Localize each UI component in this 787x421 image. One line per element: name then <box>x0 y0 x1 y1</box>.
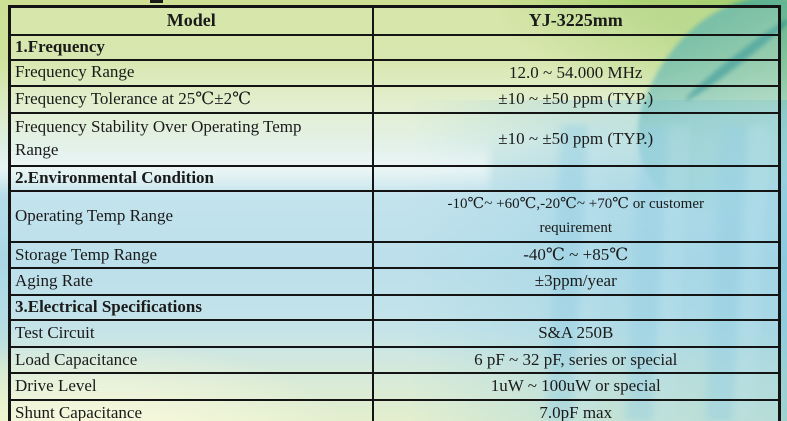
spec-label: Aging Rate <box>8 267 374 297</box>
row-frequency-range: Frequency Range 12.0 ~ 54.000 MHz <box>8 58 781 88</box>
row-storage-temp: Storage Temp Range -40℃ ~ +85℃ <box>8 240 781 270</box>
section-row-frequency: 1.Frequency <box>8 33 781 61</box>
row-drive-level: Drive Level 1uW ~ 100uW or special <box>8 372 781 401</box>
row-aging-rate: Aging Rate ±3ppm/year <box>8 267 781 297</box>
spec-value: 12.0 ~ 54.000 MHz <box>371 58 781 88</box>
spec-value: 6 pF ~ 32 pF, series or special <box>371 345 781 375</box>
spec-value: ±10 ~ ±50 ppm (TYP.) <box>371 111 781 167</box>
spec-label: Load Capacitance <box>8 345 374 375</box>
spec-value: ±3ppm/year <box>371 267 781 297</box>
table-header-row: Model YJ-3225mm <box>8 5 781 36</box>
model-header-cell: Model <box>8 5 374 36</box>
row-test-circuit: Test Circuit S&A 250B <box>8 319 781 348</box>
spec-value: S&A 250B <box>371 319 781 348</box>
spec-label: Drive Level <box>8 372 374 401</box>
spec-value: -40℃ ~ +85℃ <box>371 240 781 270</box>
cropped-text-fragment <box>150 0 163 3</box>
spec-label: Storage Temp Range <box>8 240 374 270</box>
model-value-cell: YJ-3225mm <box>371 5 781 36</box>
spec-value: 7.0pF max <box>371 398 781 421</box>
section-title: 2.Environmental Condition <box>8 164 374 192</box>
spec-value: -10℃~ +60℃,-20℃~ +70℃ or customer requir… <box>371 189 781 243</box>
section-row-electrical: 3.Electrical Specifications <box>8 294 781 322</box>
row-frequency-stability: Frequency Stability Over Operating Temp … <box>8 111 781 167</box>
spec-label: Test Circuit <box>8 319 374 348</box>
section-value-empty <box>371 164 781 192</box>
row-frequency-tolerance: Frequency Tolerance at 25℃±2℃ ±10 ~ ±50 … <box>8 85 781 114</box>
spec-label: Operating Temp Range <box>8 189 374 243</box>
spec-value: 1uW ~ 100uW or special <box>371 372 781 401</box>
spec-label: Shunt Capacitance <box>8 398 374 421</box>
spec-table: Model YJ-3225mm 1.Frequency Frequency Ra… <box>8 5 781 421</box>
section-value-empty <box>371 33 781 61</box>
spec-value-text: -10℃~ +60℃,-20℃~ +70℃ or customer requir… <box>447 196 705 237</box>
section-row-environmental: 2.Environmental Condition <box>8 164 781 192</box>
spec-label: Frequency Range <box>8 58 374 88</box>
section-title: 1.Frequency <box>8 33 374 61</box>
spec-label-text: Frequency Stability Over Operating Temp … <box>15 117 302 160</box>
section-value-empty <box>371 294 781 322</box>
row-operating-temp: Operating Temp Range -10℃~ +60℃,-20℃~ +7… <box>8 189 781 243</box>
spec-label: Frequency Tolerance at 25℃±2℃ <box>8 85 374 114</box>
row-shunt-capacitance: Shunt Capacitance 7.0pF max <box>8 398 781 421</box>
spec-value: ±10 ~ ±50 ppm (TYP.) <box>371 85 781 114</box>
spec-label: Frequency Stability Over Operating Temp … <box>8 111 374 167</box>
row-load-capacitance: Load Capacitance 6 pF ~ 32 pF, series or… <box>8 345 781 375</box>
section-title: 3.Electrical Specifications <box>8 294 374 322</box>
